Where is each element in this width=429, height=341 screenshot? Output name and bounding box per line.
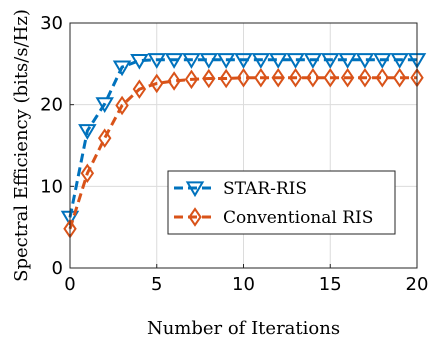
legend: STAR-RIS Conventional RIS xyxy=(167,170,396,235)
data-point xyxy=(95,97,114,113)
series-line xyxy=(68,58,417,218)
data-point xyxy=(288,67,303,88)
data-point xyxy=(184,69,199,90)
data-point xyxy=(390,53,409,69)
data-point xyxy=(182,53,201,69)
data-point xyxy=(150,73,164,94)
y-axis-label: Spectral Efficiency (bits/s/Hz) xyxy=(11,9,32,282)
data-point xyxy=(130,53,149,70)
legend-marker xyxy=(185,181,205,198)
y-tick-label: 30 xyxy=(40,13,63,34)
data-point xyxy=(303,53,323,69)
data-point xyxy=(340,67,355,88)
axis-ticks: 0 5 10 15 20 0 10 20 30 xyxy=(40,13,428,295)
y-tick-label: 10 xyxy=(40,176,63,197)
data-point xyxy=(236,67,251,88)
x-tick-label: 0 xyxy=(64,274,75,295)
x-axis-label: Number of Iterations xyxy=(147,318,340,339)
data-point xyxy=(375,67,390,88)
data-point xyxy=(115,95,129,116)
y-tick-label: 0 xyxy=(52,258,63,279)
y-tick-label: 20 xyxy=(40,95,63,116)
data-point xyxy=(80,163,95,184)
data-point xyxy=(338,53,357,69)
data-point xyxy=(306,67,320,88)
data-point xyxy=(167,71,181,91)
x-tick-label: 10 xyxy=(232,274,255,295)
data-point xyxy=(97,128,112,148)
data-point xyxy=(132,79,147,99)
x-tick-label: 15 xyxy=(319,274,342,295)
legend-label: Conventional RIS xyxy=(223,208,373,228)
data-point xyxy=(321,53,340,69)
data-point xyxy=(268,53,288,69)
x-tick-label: 5 xyxy=(151,274,162,295)
data-point xyxy=(286,53,305,69)
data-point xyxy=(323,67,337,88)
data-point xyxy=(392,67,407,88)
series-0 xyxy=(60,53,427,227)
data-point xyxy=(147,53,166,69)
legend-box xyxy=(167,170,396,235)
series-1 xyxy=(63,67,424,239)
data-point xyxy=(112,60,132,77)
data-point xyxy=(216,53,236,69)
data-point xyxy=(251,53,271,69)
data-point xyxy=(199,53,219,69)
data-point xyxy=(164,53,184,69)
data-point xyxy=(202,68,216,89)
data-point xyxy=(219,68,233,89)
x-tick-label: 20 xyxy=(406,274,429,295)
data-point xyxy=(373,53,392,69)
data-point xyxy=(271,67,285,88)
data-point xyxy=(78,124,97,140)
data-point xyxy=(358,67,372,88)
data-point xyxy=(355,53,375,69)
data-point xyxy=(254,67,268,88)
series-layer xyxy=(60,53,427,239)
legend-label: STAR-RIS xyxy=(223,179,307,199)
data-point xyxy=(234,53,253,69)
legend-marker xyxy=(188,207,202,227)
